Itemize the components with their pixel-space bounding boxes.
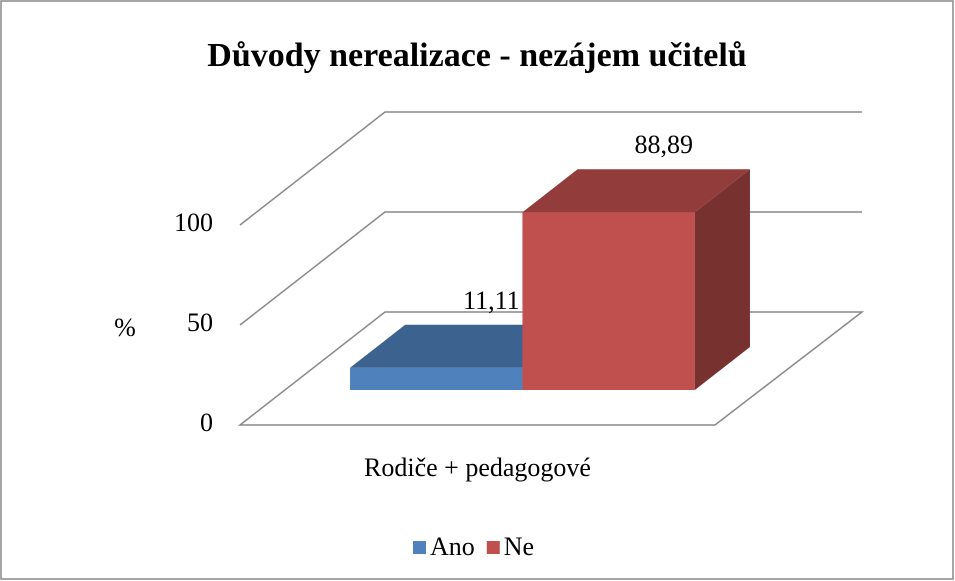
data-label: 88,89 (635, 130, 694, 159)
bar-side (694, 169, 750, 390)
legend-label: Ano (430, 532, 475, 561)
legend-swatch (413, 541, 426, 554)
floor (237, 311, 865, 426)
bar-top (522, 169, 750, 213)
bar-front (522, 212, 695, 390)
y-axis-label: % (114, 313, 136, 342)
y-tick-label: 100 (174, 208, 213, 237)
legend-label: Ne (504, 532, 534, 561)
grid-line (239, 111, 862, 226)
y-tick-label: 0 (200, 408, 213, 437)
y-tick-label: 50 (187, 308, 213, 337)
x-tick-label: Rodiče + pedagogové (364, 453, 591, 482)
bar-top (350, 324, 578, 368)
bar-front (350, 367, 523, 390)
chart-title: Důvody nerealizace - nezájem učitelů (207, 37, 746, 74)
legend-swatch (486, 541, 500, 554)
data-label: 11,11 (463, 286, 520, 315)
